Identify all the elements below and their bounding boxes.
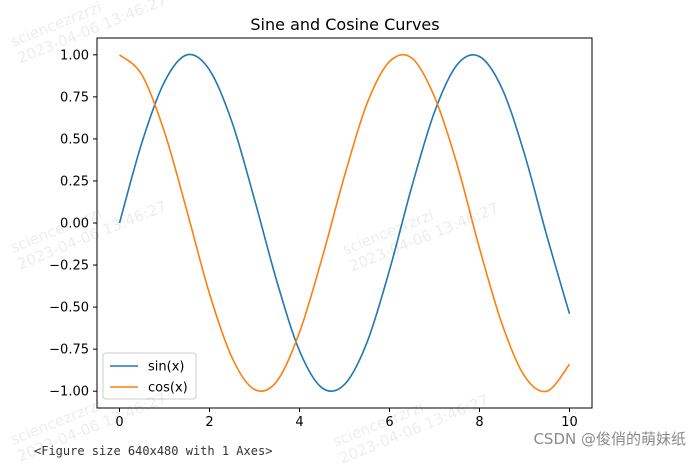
chart-title: Sine and Cosine Curves bbox=[250, 15, 439, 34]
series-layer bbox=[118, 53, 571, 393]
x-tick-label: 10 bbox=[561, 415, 578, 430]
figure-size-output: <Figure size 640x480 with 1 Axes> bbox=[34, 444, 273, 458]
credit-watermark: CSDN @俊俏的萌妹纸 bbox=[533, 430, 686, 448]
x-tick-label: 4 bbox=[295, 415, 303, 430]
y-tick-label: −0.75 bbox=[49, 343, 89, 358]
series-line bbox=[118, 53, 571, 393]
x-tick-label: 0 bbox=[115, 415, 123, 430]
y-tick-label: 1.00 bbox=[60, 48, 89, 63]
x-tick-label: 6 bbox=[385, 415, 393, 430]
y-axis: 1.00 0.75 0.50 0.25 0.00 −0.25 −0.50 −0.75 −1.00 bbox=[49, 48, 97, 400]
y-tick-label: 0.50 bbox=[60, 132, 89, 147]
y-tick-label: −0.50 bbox=[49, 301, 89, 316]
legend: sin(x) cos(x) bbox=[102, 352, 197, 400]
y-tick-label: −1.00 bbox=[49, 385, 89, 400]
legend-label: sin(x) bbox=[148, 360, 184, 375]
y-tick-label: 0.25 bbox=[60, 174, 89, 189]
y-tick-label: −0.25 bbox=[49, 259, 89, 274]
x-tick-label: 2 bbox=[205, 415, 213, 430]
series-line bbox=[118, 53, 571, 393]
y-tick-label: 0.00 bbox=[60, 217, 89, 232]
y-tick-label: 0.75 bbox=[60, 90, 89, 105]
x-tick-label: 8 bbox=[475, 415, 483, 430]
x-axis: 0 2 4 6 8 10 bbox=[115, 408, 578, 430]
plot-frame bbox=[96, 37, 593, 409]
legend-label: cos(x) bbox=[148, 381, 188, 396]
